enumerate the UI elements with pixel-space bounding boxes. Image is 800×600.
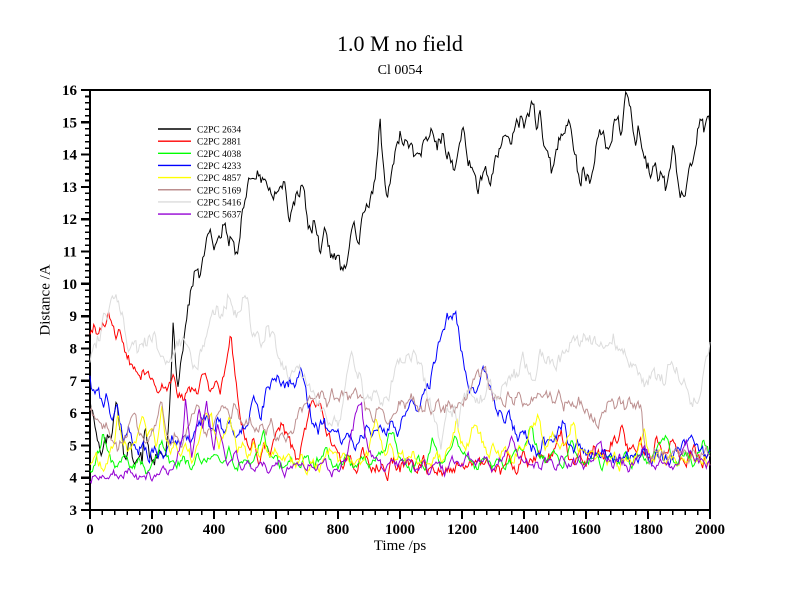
series-line-C2PC-4857 — [89, 405, 711, 476]
x-tick-label: 1800 — [633, 522, 663, 538]
x-tick-label: 0 — [86, 522, 94, 538]
chart-subtitle: Cl 0054 — [377, 63, 423, 78]
x-tick-label: 1400 — [509, 522, 539, 538]
y-tick-label: 7 — [70, 374, 78, 390]
y-tick-label: 13 — [62, 180, 77, 196]
legend-label: C2PC 4857 — [197, 174, 241, 184]
x-tick-label: 600 — [265, 522, 288, 538]
legend-label: C2PC 5416 — [197, 198, 241, 208]
y-tick-label: 4 — [70, 471, 78, 487]
legend-label: C2PC 2881 — [197, 138, 241, 148]
x-tick-label: 2000 — [695, 522, 725, 538]
y-tick-label: 16 — [62, 83, 78, 99]
series-line-C2PC-4233 — [89, 309, 711, 468]
y-tick-label: 3 — [70, 503, 78, 519]
series-line-C2PC-5637 — [89, 398, 711, 484]
y-tick-label: 10 — [62, 277, 77, 293]
legend-label: C2PC 4233 — [197, 162, 241, 172]
x-tick-label: 400 — [203, 522, 226, 538]
y-tick-label: 9 — [70, 309, 78, 325]
y-tick-label: 15 — [62, 115, 77, 131]
series-line-C2PC-5169 — [89, 365, 711, 466]
y-tick-label: 11 — [63, 245, 77, 261]
legend-label: C2PC 5169 — [197, 186, 241, 196]
y-tick-label: 6 — [70, 406, 78, 422]
y-tick-label: 8 — [70, 341, 78, 357]
chart-title: 1.0 M no field — [337, 31, 463, 56]
y-tick-label: 5 — [70, 438, 78, 454]
x-tick-label: 1200 — [447, 522, 477, 538]
series-line-C2PC-2634 — [89, 90, 711, 466]
y-tick-label: 12 — [62, 212, 77, 228]
legend-label: C2PC 2634 — [197, 126, 241, 136]
y-tick-label: 14 — [62, 148, 78, 164]
x-axis-title: Time /ps — [373, 538, 427, 554]
legend-label: C2PC 5637 — [197, 211, 241, 221]
x-tick-label: 1000 — [385, 522, 415, 538]
legend-label: C2PC 4038 — [197, 150, 241, 160]
x-tick-label: 1600 — [571, 522, 601, 538]
x-tick-label: 200 — [141, 522, 164, 538]
x-tick-label: 800 — [327, 522, 350, 538]
series-line-C2PC-5416 — [89, 292, 711, 450]
series-line-C2PC-2881 — [89, 310, 711, 482]
